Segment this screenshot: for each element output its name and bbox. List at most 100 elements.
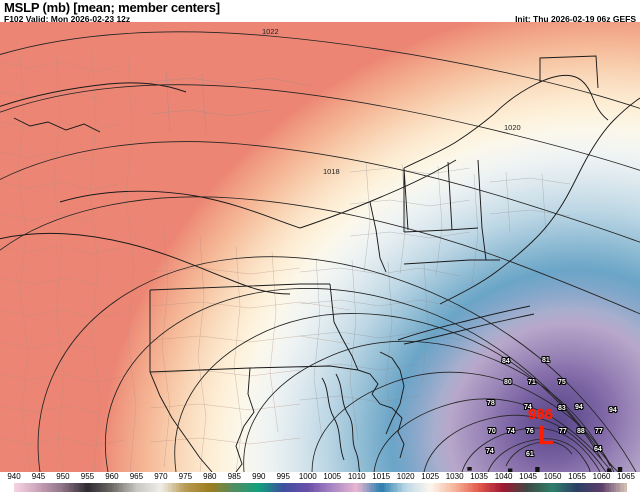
colorbar-swatch	[23, 483, 27, 492]
colorbar-swatch	[393, 483, 397, 492]
colorbar-swatch	[18, 483, 22, 492]
colorbar-swatch	[356, 483, 360, 492]
colorbar-swatch	[496, 483, 500, 492]
member-center: 76	[526, 428, 534, 435]
colorbar-swatch	[99, 483, 103, 492]
colorbar-swatch	[53, 483, 57, 492]
colorbar-swatch	[608, 483, 612, 492]
colorbar-swatch	[133, 483, 137, 492]
colorbar-swatch	[579, 483, 583, 492]
colorbar-swatch	[107, 483, 111, 492]
colorbar-swatch	[268, 483, 272, 492]
map-canvas[interactable]: 1022 1020 1018 986 L 84 81 80 71 75 78 7…	[0, 22, 640, 472]
member-center: 64	[594, 446, 602, 453]
colorbar-swatch	[501, 483, 505, 492]
colorbar-swatch	[439, 483, 443, 492]
colorbar-ticks: 940 945 950 955 960 965 970 975 980 985 990 995 1000…	[0, 472, 640, 483]
colorbar-swatch	[547, 483, 551, 492]
colorbar-swatch	[241, 483, 245, 492]
colorbar-swatch	[569, 483, 573, 492]
member-center: 83	[558, 405, 566, 412]
colorbar-swatch	[185, 483, 189, 492]
colorbar-swatch	[584, 483, 588, 492]
colorbar-swatch	[594, 483, 598, 492]
colorbar-swatch	[616, 483, 620, 492]
pressure-fill	[0, 22, 640, 472]
colorbar-tick-label: 1000	[298, 472, 317, 481]
colorbar-swatch	[77, 483, 81, 492]
colorbar-swatch	[111, 483, 115, 492]
colorbar-swatch	[464, 483, 468, 492]
colorbar-swatch	[471, 483, 475, 492]
colorbar-swatch	[484, 483, 488, 492]
colorbar-swatch	[378, 483, 382, 492]
colorbar-tick-label: 945	[31, 472, 46, 481]
colorbar-swatch	[212, 483, 216, 492]
colorbar-swatch	[222, 483, 226, 492]
colorbar-swatch	[300, 483, 304, 492]
colorbar-swatch	[618, 483, 622, 492]
colorbar-swatch	[119, 483, 123, 492]
colorbar-swatch	[589, 483, 593, 492]
colorbar-swatch	[368, 483, 372, 492]
colorbar-swatch	[280, 483, 284, 492]
colorbar-swatch	[351, 483, 355, 492]
colorbar[interactable]: 940 945 950 955 960 965 970 975 980 985 990 995 1000…	[0, 472, 640, 494]
colorbar-swatch	[224, 483, 228, 492]
isobar-label: 1018	[323, 167, 340, 176]
colorbar-tick-label: 1005	[323, 472, 342, 481]
colorbar-swatch	[327, 483, 331, 492]
colorbar-swatch	[312, 483, 316, 492]
member-center: 88	[577, 428, 585, 435]
colorbar-swatch	[165, 483, 169, 492]
colorbar-swatch	[354, 483, 358, 492]
colorbar-swatch	[116, 483, 120, 492]
colorbar-swatch	[376, 483, 380, 492]
colorbar-tick-label: 985	[227, 472, 241, 481]
colorbar-swatch	[329, 483, 333, 492]
colorbar-swatch	[190, 483, 194, 492]
colorbar-swatch	[97, 483, 101, 492]
colorbar-swatch	[288, 483, 292, 492]
colorbar-swatch	[545, 483, 549, 492]
colorbar-swatch	[244, 483, 248, 492]
colorbar-swatch	[476, 483, 480, 492]
colorbar-swatch	[48, 483, 52, 492]
colorbar-swatch	[364, 483, 368, 492]
colorbar-swatch	[290, 483, 294, 492]
colorbar-swatch	[510, 483, 514, 492]
colorbar-swatch	[349, 483, 353, 492]
colorbar-swatch	[498, 483, 502, 492]
member-center: 81	[542, 357, 550, 364]
colorbar-swatch	[413, 483, 417, 492]
colorbar-swatch	[366, 483, 370, 492]
colorbar-swatch	[67, 483, 71, 492]
colorbar-swatch	[361, 483, 365, 492]
colorbar-swatch	[58, 483, 62, 492]
member-center: 78	[487, 400, 495, 407]
colorbar-swatch	[567, 483, 571, 492]
colorbar-swatch	[506, 483, 510, 492]
colorbar-tick-label: 940	[7, 472, 21, 481]
colorbar-swatch	[559, 483, 563, 492]
isobar-contours	[0, 31, 640, 472]
colorbar-swatch	[207, 483, 211, 492]
colorbar-swatch	[466, 483, 470, 492]
mslp-contour-plot	[0, 22, 640, 472]
isobar-1022	[0, 31, 640, 109]
colorbar-swatch	[124, 483, 128, 492]
valid-time-label: F102 Valid: Mon 2026-02-23 12z	[4, 14, 131, 24]
colorbar-swatch	[136, 483, 140, 492]
colorbar-swatch	[481, 483, 485, 492]
colorbar-swatch	[170, 483, 174, 492]
colorbar-swatch	[324, 483, 328, 492]
colorbar-swatch	[204, 483, 208, 492]
colorbar-swatch	[173, 483, 177, 492]
colorbar-swatch	[275, 483, 279, 492]
colorbar-swatch	[528, 483, 532, 492]
colorbar-swatch	[293, 483, 297, 492]
colorbar-tick-label: 1040	[494, 472, 513, 481]
init-time-label: Init: Thu 2026-02-19 06z GEFS	[515, 14, 636, 24]
colorbar-swatch	[266, 483, 270, 492]
member-center: 94	[575, 404, 583, 411]
